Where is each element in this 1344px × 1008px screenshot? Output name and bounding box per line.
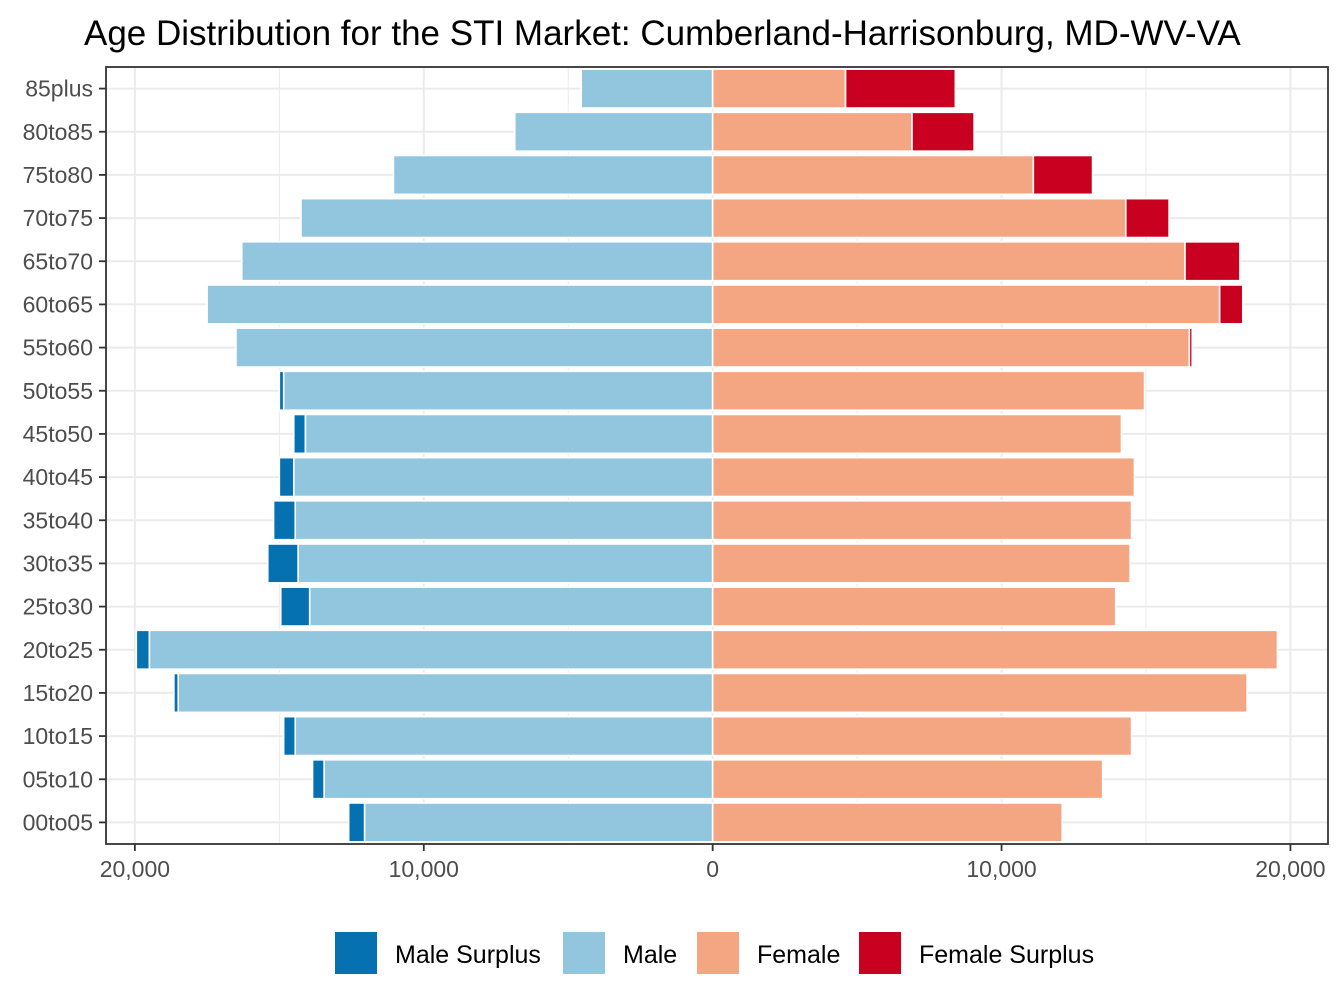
y-tick-label: 45to50: [23, 421, 93, 447]
bar-male-40to45: [292, 456, 714, 498]
x-tick-label: 20,000: [100, 856, 170, 882]
bar-female-15to20: [711, 672, 1248, 714]
minor-gridlines: [278, 67, 1147, 844]
bar-male-45to50: [304, 413, 714, 455]
bar-female-surplus-70to75: [1124, 197, 1170, 239]
y-tick-label: 65to70: [23, 248, 93, 274]
y-tick-label: 25to30: [23, 594, 93, 620]
bar-male-surplus-05to10: [311, 759, 325, 800]
y-tick-label: 20to25: [23, 637, 93, 663]
bar-female-surplus-80to85: [911, 111, 975, 152]
legend-label: Male: [623, 941, 677, 969]
legend-key: [335, 932, 377, 974]
bar-male-surplus-15to20: [173, 672, 180, 714]
bar-female-40to45: [711, 456, 1136, 498]
legend-key: [697, 932, 739, 974]
bar-female-80to85: [711, 111, 913, 152]
x-axis: 20,000 10,000 0 10,000 20,000: [100, 844, 1326, 882]
bar-male-surplus-00to05: [347, 802, 366, 843]
bar-female-surplus-85plus: [844, 68, 957, 109]
y-tick-label: 30to35: [23, 550, 93, 576]
bar-male-15to20: [177, 672, 714, 714]
bar-male-80to85: [513, 111, 714, 152]
bar-female-70to75: [711, 197, 1127, 239]
bar-male-30to35: [297, 543, 714, 584]
bar-female-45to50: [711, 413, 1123, 455]
bar-male-surplus-35to40: [272, 500, 297, 541]
y-tick-label: 55to60: [23, 335, 93, 361]
plot-panel: [105, 66, 1329, 845]
x-tick-label: 0: [706, 856, 719, 882]
bar-male-20to25: [148, 629, 714, 670]
legend-label: Male Surplus: [395, 941, 541, 969]
bar-male-surplus-20to25: [135, 629, 151, 670]
y-tick-label: 75to80: [23, 162, 93, 188]
bar-female-85plus: [711, 68, 847, 109]
y-tick-label: 85plus: [25, 76, 93, 102]
bar-female-60to65: [711, 284, 1221, 325]
bar-male-10to15: [294, 715, 714, 757]
bar-male-35to40: [294, 500, 714, 541]
x-tick-label: 20,000: [1255, 856, 1325, 882]
chart-title: Age Distribution for the STI Market: Cum…: [84, 14, 1241, 53]
bar-male-00to05: [363, 802, 714, 843]
bars: [135, 68, 1279, 843]
bar-female-75to80: [711, 154, 1035, 196]
legend: Male Surplus Male Female Female Surplus: [335, 932, 1094, 974]
bar-female-00to05: [711, 802, 1064, 843]
bar-female-50to55: [711, 370, 1146, 411]
bar-female-25to30: [711, 586, 1117, 627]
bar-male-surplus-40to45: [278, 456, 295, 498]
bar-female-55to60: [711, 327, 1191, 368]
x-tick-label: 10,000: [966, 856, 1036, 882]
legend-label: Female Surplus: [919, 941, 1094, 969]
y-tick-label: 70to75: [23, 205, 93, 231]
bar-male-surplus-50to55: [278, 370, 285, 411]
bar-female-35to40: [711, 500, 1133, 541]
bar-male-70to75: [300, 197, 714, 239]
bar-female-30to35: [711, 543, 1131, 584]
bar-male-05to10: [323, 759, 714, 800]
bar-female-20to25: [711, 629, 1279, 670]
bar-female-65to70: [711, 241, 1186, 282]
bar-female-10to15: [711, 715, 1133, 757]
bar-female-surplus-75to80: [1032, 154, 1094, 196]
y-tick-label: 80to85: [23, 119, 93, 145]
bar-male-surplus-30to35: [266, 543, 299, 584]
bar-male-55to60: [235, 327, 714, 368]
y-tick-label: 15to20: [23, 680, 93, 706]
plot-panel-border: [105, 66, 1329, 845]
bar-female-surplus-65to70: [1184, 241, 1241, 282]
bar-male-surplus-45to50: [292, 413, 307, 455]
y-tick-label: 00to05: [23, 809, 93, 835]
bar-female-05to10: [711, 759, 1104, 800]
bar-male-surplus-25to30: [279, 586, 311, 627]
x-tick-label: 10,000: [389, 856, 459, 882]
bar-male-50to55: [282, 370, 714, 411]
y-tick-label: 05to10: [23, 766, 93, 792]
bar-male-85plus: [580, 68, 714, 109]
y-tick-label: 50to55: [23, 378, 93, 404]
bar-male-75to80: [392, 154, 714, 196]
y-tick-label: 40to45: [23, 464, 93, 490]
bar-female-surplus-55to60: [1188, 327, 1194, 368]
bar-female-surplus-60to65: [1218, 284, 1244, 325]
legend-key: [859, 932, 901, 974]
y-tick-label: 35to40: [23, 507, 93, 533]
y-axis: 00to05 05to10 10to15 15to20 20to25 25to30 30to…: [23, 76, 106, 835]
y-tick-label: 10to15: [23, 723, 93, 749]
legend-key: [563, 932, 605, 974]
plot-panel-background: [106, 67, 1328, 844]
bar-male-60to65: [206, 284, 714, 325]
y-tick-label: 60to65: [23, 291, 93, 317]
bar-male-surplus-10to15: [282, 715, 297, 757]
bar-male-25to30: [308, 586, 714, 627]
bar-male-65to70: [240, 241, 714, 282]
legend-label: Female: [757, 941, 840, 969]
